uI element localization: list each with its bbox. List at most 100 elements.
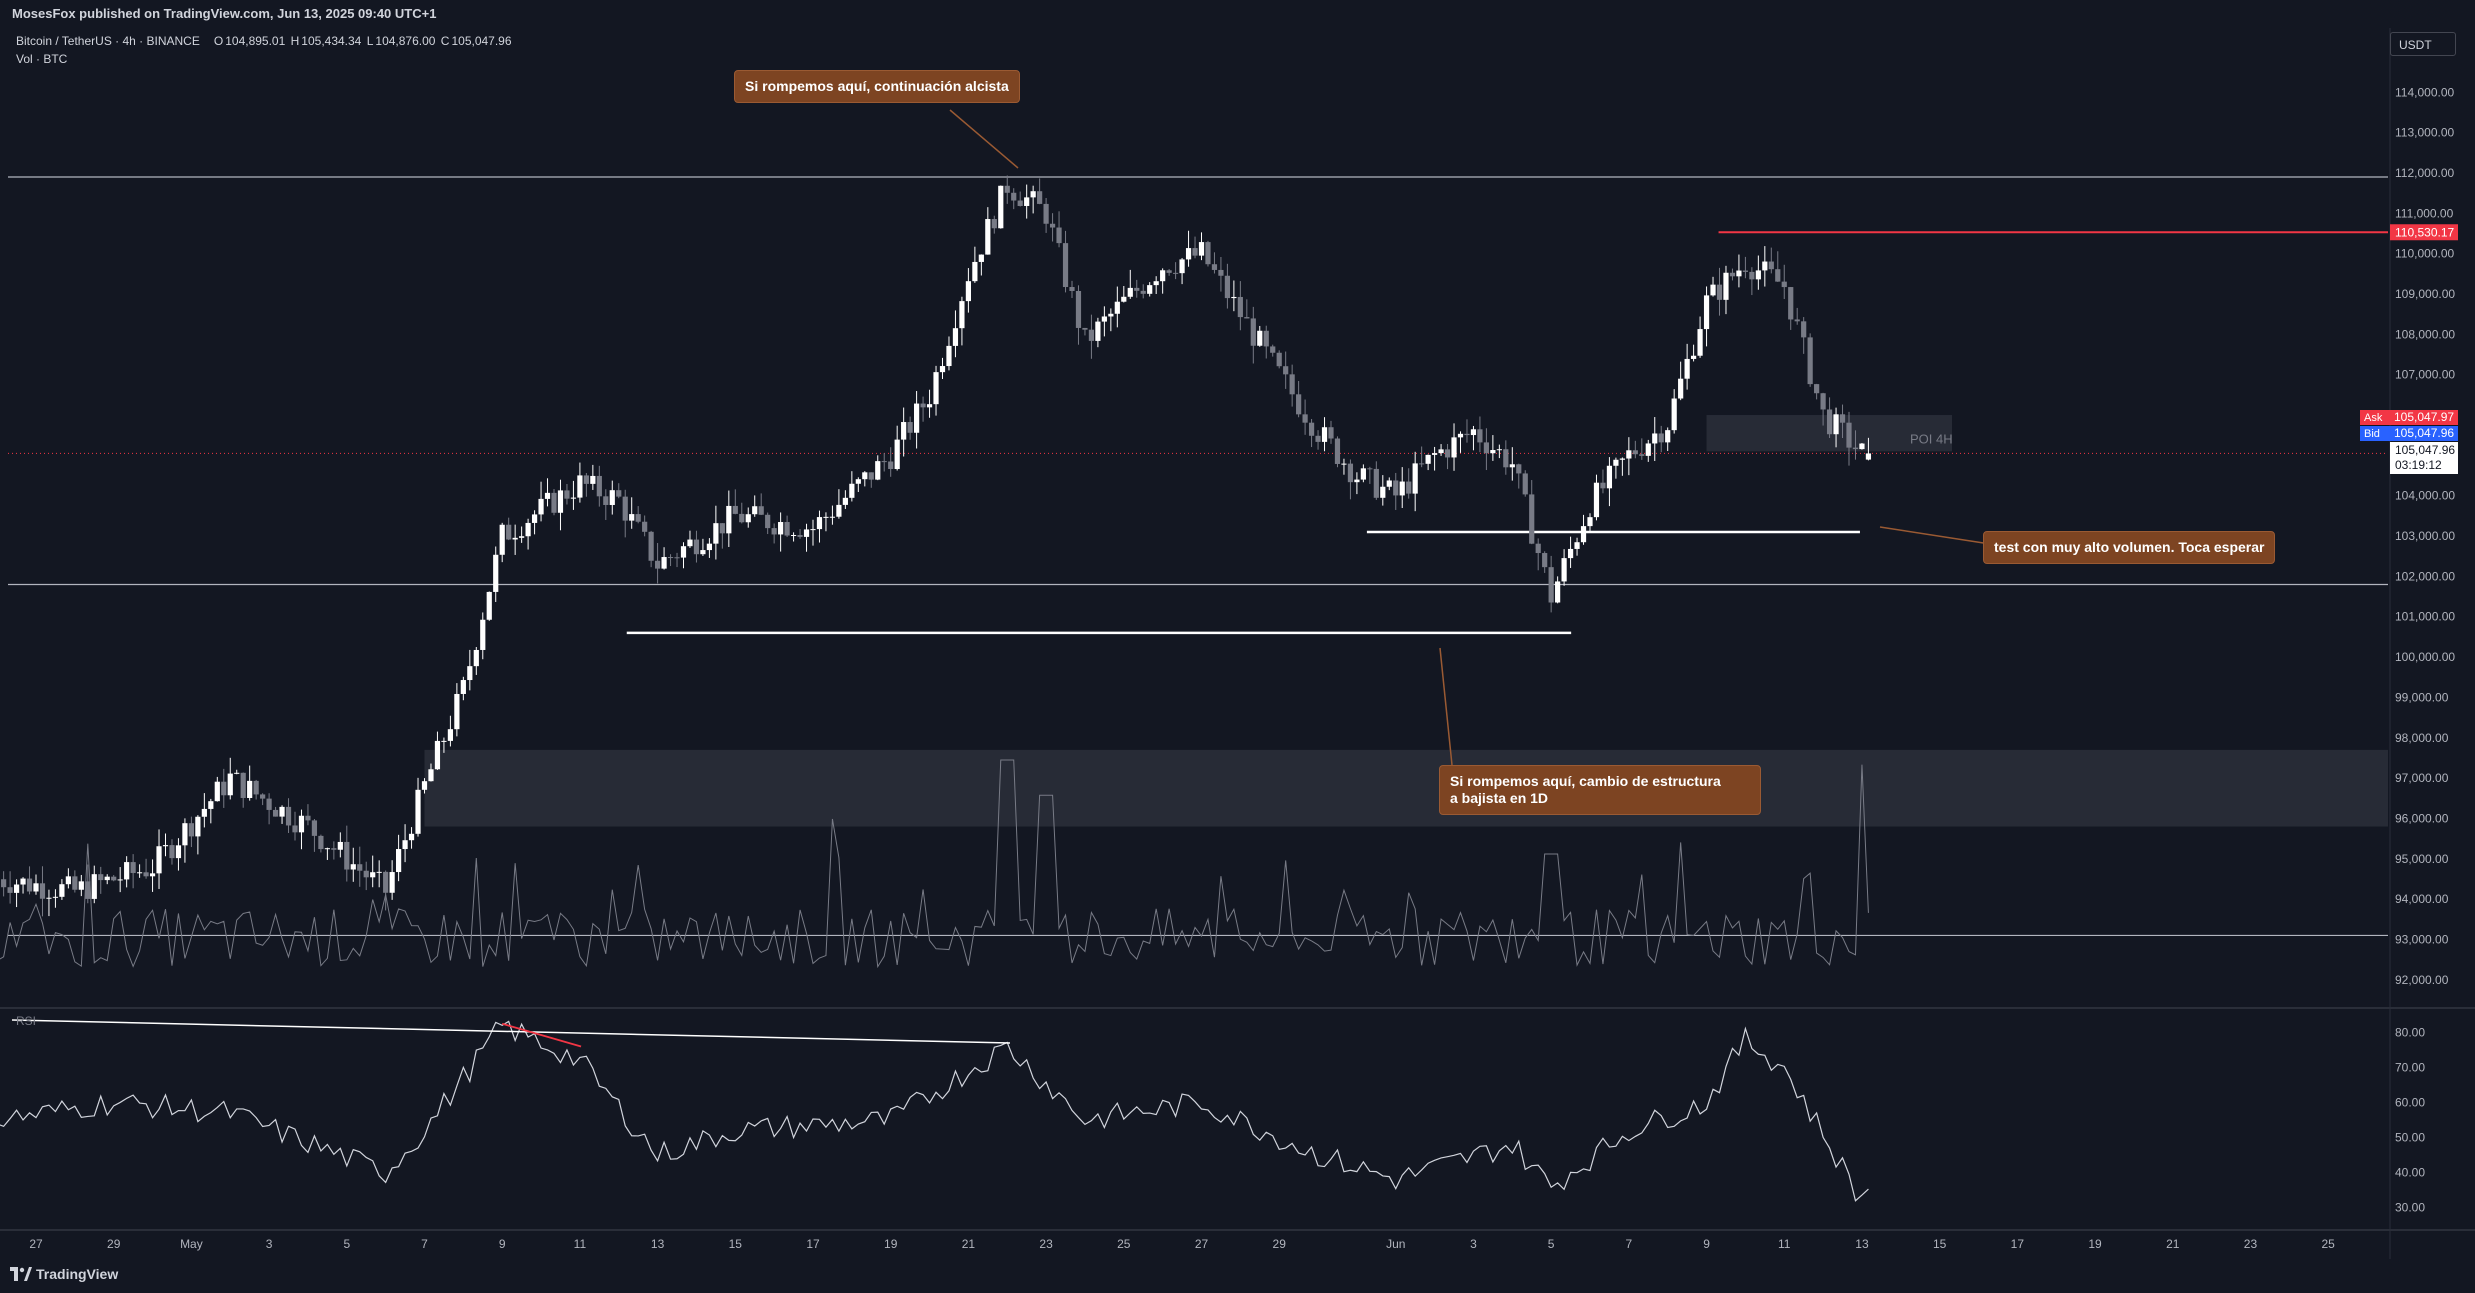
time-axis-label: 29 bbox=[107, 1237, 121, 1251]
annotation-bullish[interactable]: Si rompemos aquí, continuación alcista bbox=[734, 70, 1020, 103]
candle bbox=[13, 884, 20, 893]
candle bbox=[1529, 494, 1535, 544]
rsi-axis-label: 60.00 bbox=[2395, 1096, 2425, 1110]
candle bbox=[1438, 449, 1444, 454]
candle bbox=[1503, 449, 1509, 468]
price-axis-label: 92,000.00 bbox=[2395, 973, 2449, 987]
candle bbox=[1179, 259, 1185, 274]
time-axis-label: 13 bbox=[651, 1237, 665, 1251]
candle bbox=[538, 498, 544, 515]
candle bbox=[111, 876, 117, 881]
tradingview-logo[interactable]: TradingView bbox=[10, 1266, 118, 1282]
candle bbox=[221, 781, 227, 796]
candle bbox=[1470, 429, 1477, 436]
candle bbox=[713, 523, 719, 544]
candle bbox=[1535, 543, 1541, 554]
volume-legend[interactable]: Vol · BTC bbox=[16, 52, 68, 66]
candle bbox=[72, 876, 78, 890]
candle bbox=[952, 328, 959, 346]
candle bbox=[1367, 468, 1373, 470]
publisher-text: MosesFox published on TradingView.com, J… bbox=[12, 6, 437, 21]
candle bbox=[1522, 473, 1528, 495]
candle bbox=[486, 591, 492, 620]
candle bbox=[473, 649, 479, 667]
candle bbox=[506, 524, 512, 540]
candle bbox=[1308, 422, 1315, 436]
candle bbox=[1781, 281, 1787, 288]
rsi-axis-label: 50.00 bbox=[2395, 1131, 2425, 1145]
candle bbox=[1166, 270, 1172, 273]
symbol-name[interactable]: Bitcoin / TetherUS · 4h · BINANCE bbox=[16, 34, 200, 48]
candle bbox=[998, 185, 1004, 229]
annotation-bearish[interactable]: Si rompemos aquí, cambio de estructura a… bbox=[1439, 765, 1761, 815]
candle bbox=[1788, 287, 1794, 320]
candle bbox=[1263, 330, 1269, 347]
candle bbox=[803, 529, 810, 537]
candle bbox=[888, 461, 894, 470]
candle bbox=[1574, 542, 1580, 549]
candle bbox=[1211, 264, 1218, 270]
candle bbox=[363, 870, 369, 878]
bid-tag bbox=[2360, 426, 2458, 441]
candle bbox=[247, 780, 253, 798]
candle bbox=[331, 848, 337, 850]
candle bbox=[771, 528, 777, 535]
candle bbox=[1606, 465, 1613, 489]
time-axis-label: 17 bbox=[2011, 1237, 2025, 1251]
candle bbox=[1697, 329, 1703, 356]
candle bbox=[1412, 463, 1418, 494]
candle bbox=[7, 887, 13, 893]
time-axis-label: 9 bbox=[499, 1237, 506, 1251]
price-axis-label: 95,000.00 bbox=[2395, 852, 2449, 866]
candle bbox=[1464, 433, 1470, 436]
candle bbox=[648, 531, 654, 561]
volume-series bbox=[0, 759, 1869, 969]
candle bbox=[1218, 269, 1224, 276]
candle bbox=[1736, 270, 1742, 277]
candle bbox=[1049, 223, 1056, 228]
candle bbox=[1037, 191, 1043, 204]
symbol-legend[interactable]: Bitcoin / TetherUS · 4h · BINANCE O 104,8… bbox=[16, 34, 514, 48]
price-axis-label: 101,000.00 bbox=[2395, 610, 2455, 624]
candle bbox=[91, 874, 97, 899]
rsi-axis-label: 80.00 bbox=[2395, 1026, 2425, 1040]
time-axis-label: 9 bbox=[1703, 1237, 1710, 1251]
time-axis-label: 5 bbox=[343, 1237, 350, 1251]
price-axis-label: 94,000.00 bbox=[2395, 892, 2449, 906]
candle bbox=[551, 492, 557, 513]
candle bbox=[402, 840, 408, 850]
price-axis-label: 102,000.00 bbox=[2395, 569, 2455, 583]
candle bbox=[1373, 468, 1379, 498]
price-axis-label: 99,000.00 bbox=[2395, 690, 2449, 704]
time-axis-label: 11 bbox=[574, 1237, 587, 1251]
candle bbox=[726, 505, 732, 534]
candle bbox=[1198, 242, 1205, 256]
publisher-bar: MosesFox published on TradingView.com, J… bbox=[0, 0, 2475, 28]
currency-button[interactable]: USDT bbox=[2390, 32, 2456, 56]
candle bbox=[298, 815, 305, 833]
candle bbox=[272, 809, 279, 817]
candle bbox=[493, 554, 499, 592]
candle bbox=[784, 522, 790, 536]
candle bbox=[1088, 329, 1095, 341]
candle bbox=[1017, 200, 1023, 206]
candle bbox=[1814, 384, 1820, 394]
time-axis-label: 7 bbox=[1626, 1237, 1633, 1251]
price-axis-label: 113,000.00 bbox=[2395, 126, 2454, 140]
candle bbox=[428, 769, 434, 782]
time-axis-label: 15 bbox=[729, 1237, 743, 1251]
annotation-test[interactable]: test con muy alto volumen. Toca esperar bbox=[1983, 531, 2276, 564]
candle bbox=[959, 301, 965, 329]
candle bbox=[1671, 398, 1677, 431]
candle bbox=[875, 461, 881, 480]
candle bbox=[149, 873, 156, 877]
candle bbox=[1173, 272, 1179, 274]
candle bbox=[881, 461, 887, 463]
candle bbox=[1205, 242, 1211, 265]
price-axis-label: 104,000.00 bbox=[2395, 489, 2455, 503]
time-axis-label: 29 bbox=[1273, 1237, 1287, 1251]
candle bbox=[1030, 191, 1036, 198]
candle bbox=[266, 798, 272, 810]
